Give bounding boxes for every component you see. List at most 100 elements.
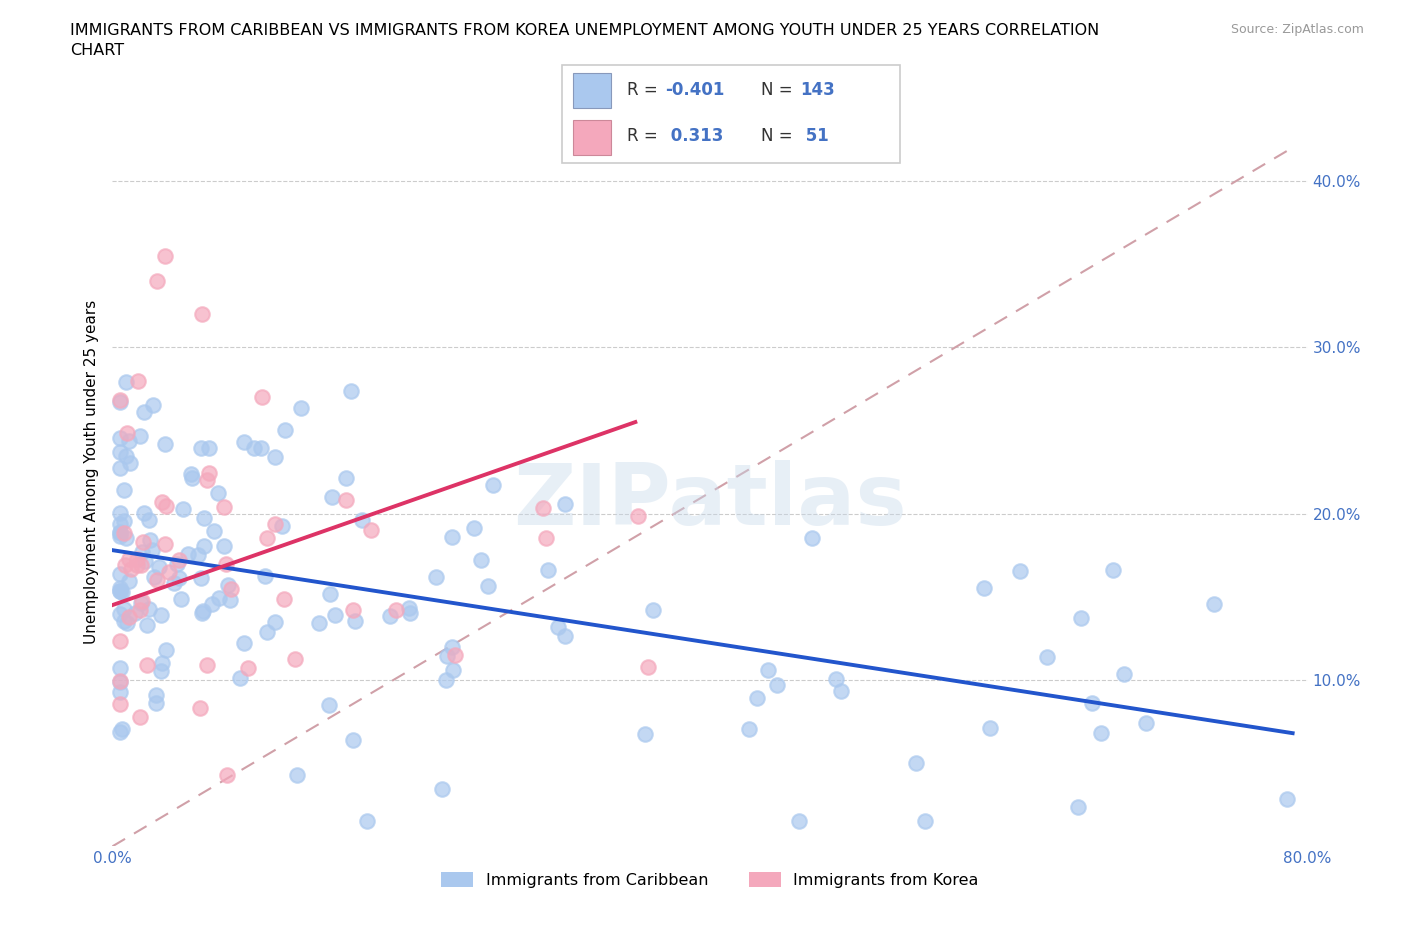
Point (177, 547, 200, 562)
Point (290, 401, 312, 416)
Point (167, 571, 190, 586)
Point (1036, 649, 1059, 664)
Point (112, 514, 135, 529)
Point (108, 445, 131, 459)
Point (127, 557, 149, 572)
Point (914, 814, 936, 829)
Point (215, 557, 238, 572)
Point (1090, 725, 1112, 740)
FancyBboxPatch shape (572, 120, 612, 155)
Point (360, 523, 382, 538)
Point (190, 570, 212, 585)
Point (193, 511, 215, 525)
Point (108, 674, 131, 689)
Point (441, 529, 464, 544)
Text: N =: N = (762, 127, 799, 145)
Text: CHART: CHART (70, 43, 124, 58)
Point (108, 634, 131, 649)
Point (108, 584, 131, 599)
Point (824, 671, 846, 686)
Point (190, 605, 212, 620)
Point (202, 524, 225, 538)
Point (157, 565, 180, 579)
Point (430, 781, 453, 796)
Point (108, 528, 131, 543)
Point (343, 614, 366, 629)
Point (112, 614, 135, 629)
Point (117, 434, 139, 449)
Point (197, 658, 219, 672)
Point (193, 538, 215, 553)
Point (108, 684, 131, 699)
Legend: Immigrants from Caribbean, Immigrants from Korea: Immigrants from Caribbean, Immigrants fr… (434, 866, 986, 895)
Point (148, 560, 170, 575)
Point (207, 485, 229, 500)
Point (274, 423, 297, 438)
Point (146, 273, 169, 288)
Point (108, 566, 131, 581)
Point (181, 471, 204, 485)
Point (1277, 791, 1299, 806)
Point (108, 661, 131, 676)
Text: R =: R = (627, 127, 662, 145)
Text: 0.313: 0.313 (665, 127, 724, 145)
Point (425, 570, 447, 585)
Point (108, 580, 131, 595)
Point (350, 512, 373, 527)
Point (195, 472, 218, 487)
Point (114, 557, 136, 572)
Point (756, 663, 779, 678)
Point (118, 574, 141, 589)
Point (256, 625, 278, 640)
Point (342, 603, 364, 618)
Point (208, 590, 231, 604)
Text: IMMIGRANTS FROM CARIBBEAN VS IMMIGRANTS FROM KOREA UNEMPLOYMENT AMONG YOUTH UNDE: IMMIGRANTS FROM CARIBBEAN VS IMMIGRANTS … (70, 23, 1099, 38)
Point (238, 660, 260, 675)
Point (747, 691, 769, 706)
Point (1114, 667, 1136, 682)
Point (1135, 715, 1157, 730)
Point (114, 448, 136, 463)
Text: -0.401: -0.401 (665, 82, 724, 100)
Point (340, 384, 363, 399)
Y-axis label: Unemployment Among Youth under 25 years: Unemployment Among Youth under 25 years (84, 299, 100, 644)
Point (318, 698, 340, 712)
Point (118, 456, 141, 471)
Point (219, 592, 242, 607)
Point (217, 578, 239, 592)
Point (441, 663, 464, 678)
Point (470, 552, 492, 567)
Point (155, 643, 177, 658)
Point (979, 721, 1001, 736)
Point (166, 557, 188, 572)
Point (212, 499, 235, 514)
Point (1202, 597, 1225, 612)
Point (127, 374, 149, 389)
Point (627, 509, 650, 524)
Point (254, 568, 277, 583)
Point (169, 591, 191, 606)
Point (190, 441, 212, 456)
Point (232, 434, 254, 449)
Point (134, 405, 156, 419)
Point (117, 610, 139, 625)
Point (134, 506, 156, 521)
Point (787, 814, 810, 829)
Point (634, 727, 657, 742)
Point (108, 697, 131, 711)
Point (108, 394, 131, 409)
Point (264, 517, 287, 532)
Point (108, 583, 131, 598)
Point (477, 578, 499, 593)
Point (1010, 564, 1032, 578)
Point (134, 553, 156, 568)
Point (335, 493, 357, 508)
Point (637, 660, 659, 675)
Point (285, 767, 308, 782)
Point (434, 672, 457, 687)
Point (145, 687, 167, 702)
Point (463, 521, 485, 536)
Point (128, 602, 150, 617)
Text: Source: ZipAtlas.com: Source: ZipAtlas.com (1230, 23, 1364, 36)
Point (108, 431, 131, 445)
